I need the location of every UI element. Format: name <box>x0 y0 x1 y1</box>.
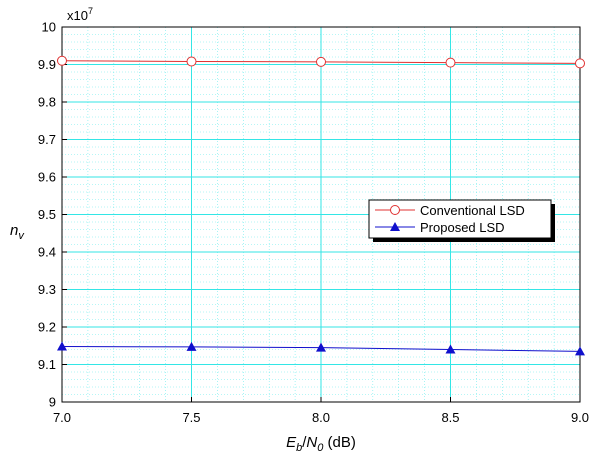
series-point-0 <box>445 57 456 68</box>
y-tick-label: 10 <box>42 20 56 35</box>
y-tick-label: 9.6 <box>38 170 56 185</box>
x-tick-label: 7.5 <box>182 410 200 425</box>
legend-label-conventional: Conventional LSD <box>420 203 525 218</box>
axis-ticks: 7.0 7.5 8.0 8.5 9.0 9 9.1 9.2 9.3 9.4 9.5 9.6 9.7 9.8… <box>38 20 589 426</box>
x-tick-label: 8.0 <box>312 410 330 425</box>
y-tick-label: 9 <box>49 395 56 410</box>
y-multiplier-base: x10 <box>67 8 88 23</box>
x-tick-label: 9.0 <box>571 410 589 425</box>
x-tick-label: 7.0 <box>53 410 71 425</box>
legend: Conventional LSD Proposed LSD <box>368 199 555 242</box>
y-tick-label: 9.2 <box>38 320 56 335</box>
y-tick-label: 9.5 <box>38 207 56 222</box>
x-axis-label: Eb/N0 (dB) <box>286 434 356 454</box>
y-tick-label: 9.1 <box>38 357 56 372</box>
y-tick-label: 9.7 <box>38 132 56 147</box>
legend-marker-conventional <box>390 205 400 215</box>
y-tick-label: 9.9 <box>38 57 56 72</box>
series-point-1 <box>316 342 326 352</box>
series-point-0 <box>57 55 67 66</box>
y-multiplier: x107 <box>67 6 93 23</box>
y-tick-label: 9.3 <box>38 282 56 297</box>
series-point-1 <box>575 346 585 356</box>
legend-label-proposed: Proposed LSD <box>420 220 505 235</box>
y-axis-label: nv <box>10 222 25 242</box>
x-tick-label: 8.5 <box>441 410 459 425</box>
series-point-0 <box>575 58 585 69</box>
series-point-0 <box>316 56 326 67</box>
legend-box <box>368 199 552 239</box>
series-point-1 <box>186 341 197 351</box>
y-tick-label: 9.8 <box>38 95 56 110</box>
series-point-1 <box>57 341 67 351</box>
legend-marker-proposed <box>390 222 400 231</box>
series-layer <box>57 55 585 356</box>
series-point-0 <box>186 56 197 67</box>
y-multiplier-exponent: 7 <box>88 6 93 16</box>
y-tick-label: 9.4 <box>38 245 56 260</box>
series-point-1 <box>445 344 456 354</box>
